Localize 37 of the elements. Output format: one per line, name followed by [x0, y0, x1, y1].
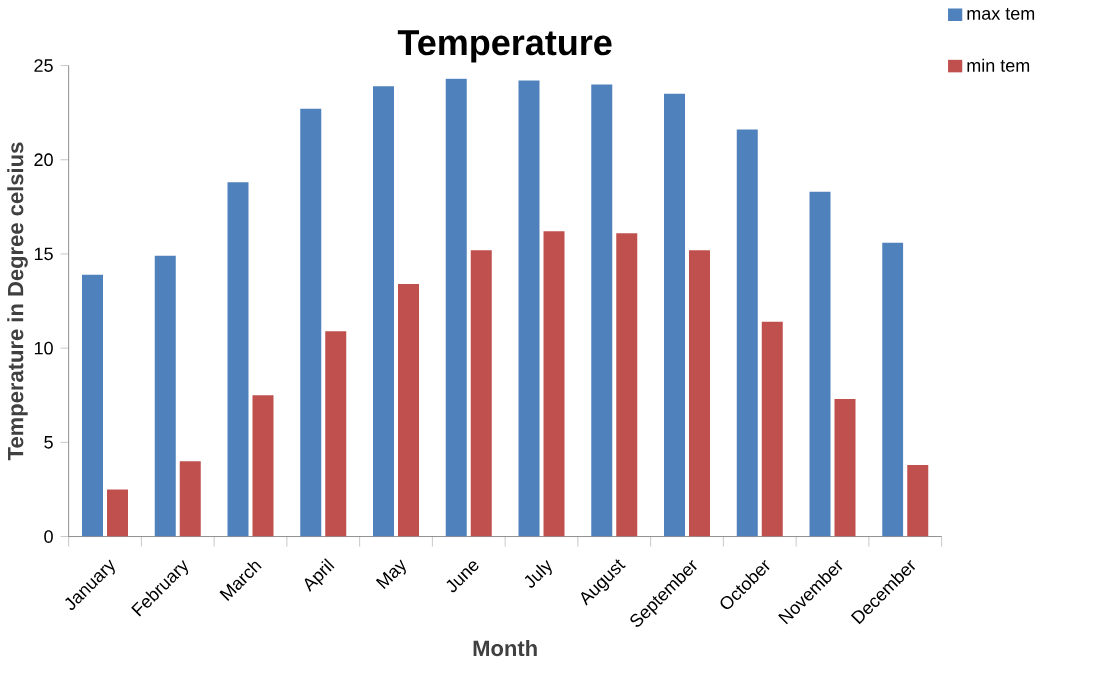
bar	[82, 274, 104, 537]
bar	[445, 78, 467, 537]
x-tick-label: July	[524, 560, 552, 588]
bar	[373, 86, 395, 537]
bar	[518, 80, 540, 537]
y-tick-label: 20	[34, 153, 53, 167]
bar	[470, 250, 492, 537]
bar	[325, 331, 347, 537]
bar	[227, 182, 249, 537]
bar	[809, 192, 831, 537]
bar	[616, 233, 638, 537]
bar	[179, 461, 201, 537]
y-axis-title: Temperature in Degree celsius	[7, 142, 28, 461]
x-axis-title: Month	[473, 640, 537, 657]
bar	[543, 231, 565, 537]
legend-label: max tem	[967, 8, 1035, 21]
y-tick-label: 0	[44, 530, 53, 544]
bar	[834, 399, 856, 537]
x-tick-label: May	[375, 559, 406, 590]
bar	[689, 250, 711, 537]
bar	[107, 489, 129, 537]
bar	[907, 465, 929, 537]
legend-label: min tem	[967, 58, 1030, 73]
bar	[252, 395, 274, 537]
bar	[882, 242, 904, 537]
bar	[591, 84, 613, 537]
bar	[761, 321, 783, 537]
bar	[398, 284, 420, 537]
y-tick-label: 10	[34, 341, 53, 355]
bar	[300, 109, 322, 537]
bar	[736, 129, 758, 537]
bar	[154, 256, 176, 537]
bar	[664, 94, 686, 537]
chart-title: Temperature	[397, 30, 612, 63]
y-tick-label: 25	[34, 59, 53, 73]
y-tick-label: 15	[34, 247, 53, 261]
y-tick-label: 5	[44, 436, 53, 449]
